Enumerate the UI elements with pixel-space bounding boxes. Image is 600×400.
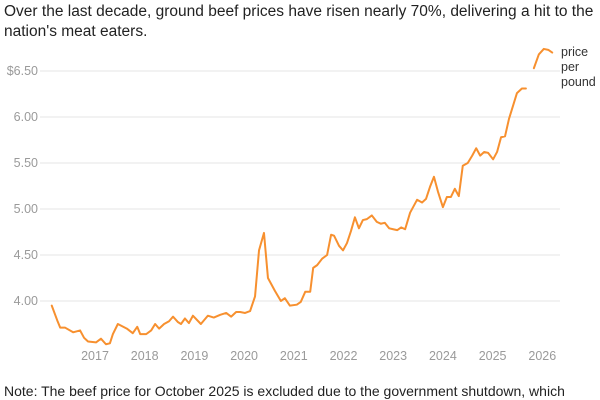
series-label-line-3: pound [561, 75, 596, 89]
x-tick-label: 2020 [230, 349, 258, 363]
y-tick-label: 4.00 [14, 294, 38, 308]
chart-note: Note: The beef price for October 2025 is… [4, 383, 565, 399]
x-tick-label: 2023 [379, 349, 407, 363]
chart-title: Over the last decade, ground beef prices… [4, 3, 594, 40]
x-tick-label: 2021 [280, 349, 308, 363]
x-tick-label: 2019 [180, 349, 208, 363]
x-tick-label: 2018 [131, 349, 159, 363]
y-tick-label: 5.50 [14, 156, 38, 170]
data-points [51, 48, 553, 345]
y-axis-ticks: 4.00 4.50 5.00 5.50 6.00 $6.50 [7, 64, 38, 308]
y-tick-label: $6.50 [7, 64, 38, 78]
y-tick-label: 4.50 [14, 248, 38, 262]
series-line [50, 87, 527, 346]
x-tick-label: 2026 [528, 349, 556, 363]
y-tick-label: 5.00 [14, 202, 38, 216]
y-tick-label: 6.00 [14, 110, 38, 124]
series-line [532, 47, 554, 70]
x-axis-ticks: 2017 2018 2019 2020 2021 2022 2023 2024 2025 2026 [81, 349, 556, 363]
x-tick-label: 2022 [330, 349, 358, 363]
series-label-line-1: price [561, 45, 588, 59]
x-tick-label: 2017 [81, 349, 109, 363]
x-tick-label: 2024 [429, 349, 457, 363]
x-tick-label: 2025 [479, 349, 507, 363]
series-label-line-2: per [561, 60, 579, 74]
gridlines [40, 70, 560, 302]
series-lines [50, 47, 554, 346]
